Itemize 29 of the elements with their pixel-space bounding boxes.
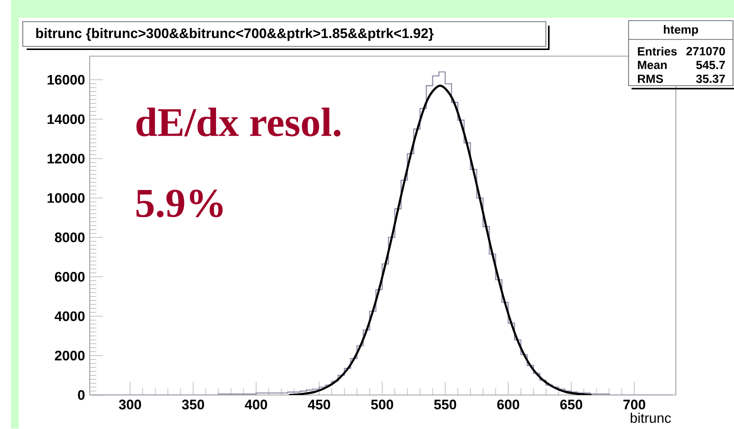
x-axis-title: bitrunc <box>630 413 671 424</box>
annotation: 5.9% <box>136 190 223 218</box>
x-tick-label: 300 <box>118 400 142 410</box>
y-tick-label: 2000 <box>54 350 85 361</box>
y-tick-label: 10000 <box>48 193 85 204</box>
y-tick-label: 4000 <box>54 312 85 322</box>
x-tick-label: 600 <box>497 400 520 410</box>
x-tick-label: 650 <box>560 400 582 410</box>
x-tick-label: 450 <box>308 400 330 410</box>
text: 35.37 <box>696 74 725 84</box>
y-tick-label: 0 <box>78 390 85 400</box>
y-tick-label: 14000 <box>48 114 85 124</box>
annotation: RMS <box>638 74 663 84</box>
text: 271070 <box>686 47 725 56</box>
annotation: Mean <box>638 61 667 70</box>
text: htemp <box>664 25 698 36</box>
x-tick-label: 550 <box>434 400 456 410</box>
x-tick-label: 400 <box>244 400 268 410</box>
y-tick-label: 16000 <box>48 75 85 85</box>
y-tick-label: 8000 <box>54 232 85 243</box>
x-tick-label: 500 <box>371 400 394 410</box>
annotation: dE/dx resol. <box>136 108 340 137</box>
text: 545.7 <box>696 61 725 70</box>
text: Entries <box>638 47 677 56</box>
x-tick-label: 350 <box>182 400 204 410</box>
chart-title: bitrunc {bitrunc>300&&bitrunc<700&&ptrk>1.85&&ptrk<1.92} <box>36 28 434 42</box>
y-tick-label: 12000 <box>48 154 85 164</box>
y-tick-label: 6000 <box>54 272 85 282</box>
x-tick-label: 700 <box>623 400 646 410</box>
